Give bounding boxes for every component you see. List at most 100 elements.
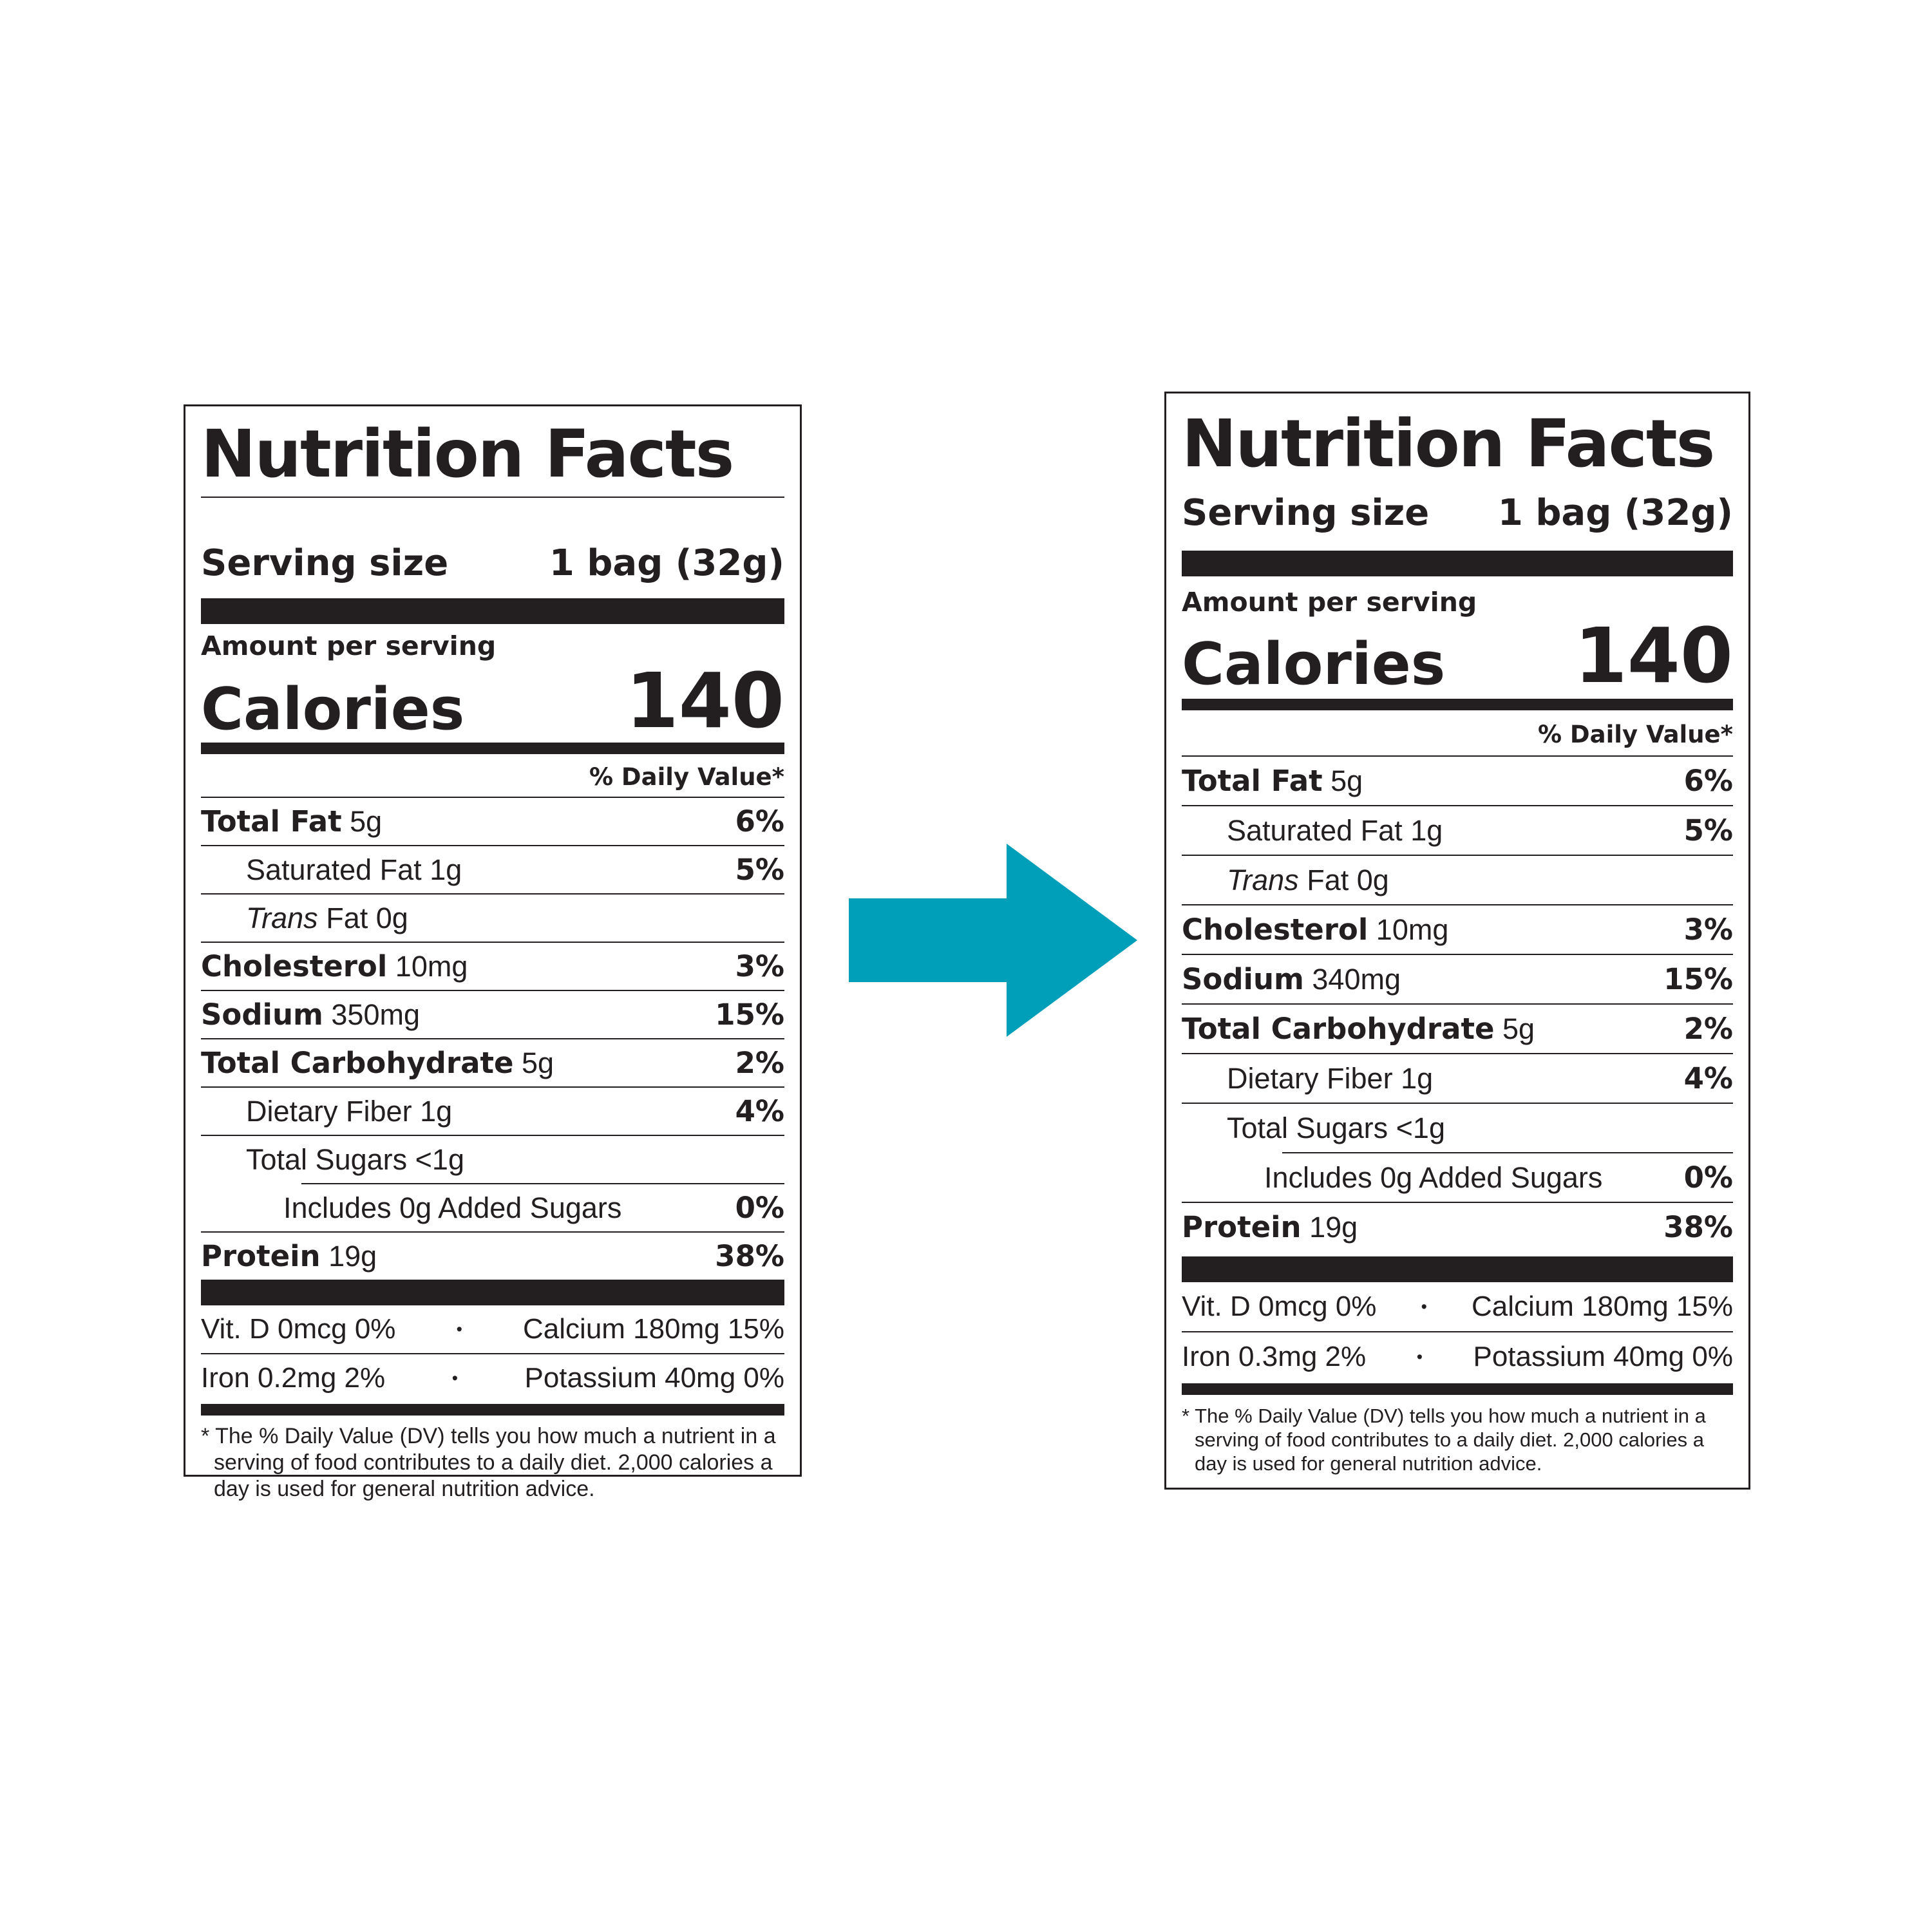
nutrient-name-italic: Trans [1227, 863, 1299, 896]
nutrient-amount: 5g [1502, 1012, 1535, 1045]
nutrient-name: Total Carbohydrate [1182, 1012, 1495, 1046]
vitamin-left: Iron 0.2mg 2% [201, 1362, 386, 1394]
nutrient-row-trans-fat: Trans Fat 0g [1182, 856, 1733, 904]
arrow-shape [849, 844, 1137, 1037]
nutrient-dv: 3% [735, 949, 784, 983]
nutrient-dv: 0% [735, 1191, 784, 1225]
nutrient-amount: 0g [375, 901, 408, 934]
nutrient-row-saturated-fat: Saturated Fat 1g 5% [1182, 806, 1733, 855]
nutrient-name: Sodium [201, 998, 323, 1032]
nutrient-name: Total Carbohydrate [201, 1046, 514, 1080]
nutrient-dv: 2% [1683, 1012, 1733, 1046]
nutrient-row-saturated-fat: Saturated Fat 1g 5% [201, 846, 784, 893]
nutrient-name: Fat [326, 901, 368, 934]
nutrient-name: Dietary Fiber [1227, 1061, 1393, 1095]
nutrient-amount: 0g [1356, 863, 1389, 896]
medium-divider [201, 1404, 784, 1416]
nutrient-name: Fat [1307, 863, 1349, 896]
nutrient-row-total-fat: Total Fat 5g 6% [1182, 757, 1733, 805]
serving-size-label: Serving size [1182, 492, 1430, 534]
nutrient-name: Total Sugars [1227, 1111, 1388, 1144]
bullet: • [456, 1319, 462, 1339]
nutrient-row-dietary-fiber: Dietary Fiber 1g 4% [1182, 1054, 1733, 1103]
nutrient-name: Cholesterol [201, 949, 388, 983]
nutrient-amount: 350mg [331, 998, 420, 1031]
vitamin-right: Potassium 40mg 0% [1473, 1341, 1733, 1372]
nutrient-name: Total Sugars [246, 1142, 408, 1176]
amount-per-serving: Amount per serving [201, 630, 497, 661]
nutrient-row-total-sugars: Total Sugars <1g [201, 1136, 784, 1183]
nutrient-row-added-sugars: Includes 0g Added Sugars 0% [201, 1184, 784, 1231]
nutrient-name: Total Fat [1182, 764, 1323, 798]
vitamin-right: Potassium 40mg 0% [524, 1362, 784, 1394]
nutrient-row-sodium: Sodium 340mg 15% [1182, 955, 1733, 1003]
nutrient-dv: 15% [715, 998, 784, 1032]
nutrient-name: Saturated Fat [246, 853, 422, 886]
bullet: • [451, 1368, 458, 1388]
footnote-text: * The % Daily Value (DV) tells you how m… [201, 1424, 776, 1501]
thick-divider [1182, 1256, 1733, 1282]
calories-label: Calories [201, 676, 465, 743]
amount-per-serving: Amount per serving [1182, 587, 1477, 618]
nutrient-dv: 6% [735, 804, 784, 838]
vitamin-left: Iron 0.3mg 2% [1182, 1341, 1367, 1372]
nutrient-name-italic: Trans [246, 901, 318, 934]
nutrient-dv: 5% [735, 853, 784, 887]
nutrient-row-sodium: Sodium 350mg 15% [201, 991, 784, 1038]
vitamin-right: Calcium 180mg 15% [523, 1313, 784, 1345]
serving-size-row: Serving size 1 bag (32g) [201, 540, 784, 584]
nutrition-label-old: Nutrition Facts Serving size 1 bag (32g)… [184, 404, 802, 1501]
nutrient-name: Includes 0g Added Sugars [283, 1191, 622, 1224]
nutrient-name: Saturated Fat [1227, 813, 1403, 847]
nutrient-row-total-carbohydrate: Total Carbohydrate 5g 2% [1182, 1005, 1733, 1053]
nutrient-row-protein: Protein 19g 38% [201, 1233, 784, 1280]
nutrient-row-cholesterol: Cholesterol 10mg 3% [1182, 905, 1733, 954]
calories-row: Calories 140 [1182, 618, 1733, 694]
nutrient-name: Protein [201, 1239, 321, 1273]
calories-row: Calories 140 [201, 663, 784, 739]
nutrient-amount: 19g [1309, 1211, 1358, 1244]
nutrient-amount: 10mg [1376, 913, 1449, 946]
vitamin-left: Vit. D 0mcg 0% [201, 1313, 396, 1345]
nutrient-amount: 1g [1410, 813, 1443, 847]
thick-divider [201, 1280, 784, 1305]
calories-value: 140 [1574, 611, 1733, 700]
calories-label: Calories [1182, 630, 1446, 698]
nutrient-dv: 38% [1663, 1210, 1733, 1244]
label-title: Nutrition Facts [1182, 406, 1715, 482]
vitamin-row: Iron 0.2mg 2% • Potassium 40mg 0% [201, 1354, 784, 1402]
nutrient-amount: 340mg [1312, 963, 1401, 996]
vitamin-row: Iron 0.3mg 2% • Potassium 40mg 0% [1182, 1332, 1733, 1381]
footnote-text: * The % Daily Value (DV) tells you how m… [1182, 1405, 1706, 1475]
nutrient-amount: 19g [328, 1240, 377, 1273]
nutrient-amount: 1g [430, 853, 462, 886]
medium-divider [201, 743, 784, 754]
nutrient-row-cholesterol: Cholesterol 10mg 3% [201, 943, 784, 990]
nutrient-name: Sodium [1182, 962, 1304, 996]
nutrient-dv: 4% [1683, 1061, 1733, 1095]
nutrient-amount: 5g [350, 805, 383, 838]
nutrient-row-protein: Protein 19g 38% [1182, 1203, 1733, 1251]
calories-value: 140 [625, 656, 784, 745]
thick-divider [201, 598, 784, 624]
medium-divider [1182, 699, 1733, 710]
nutrient-dv: 3% [1683, 913, 1733, 947]
nutrient-dv: 15% [1663, 962, 1733, 996]
footnote: * The % Daily Value (DV) tells you how m… [1182, 1404, 1733, 1476]
nutrient-row-total-sugars: Total Sugars <1g [1182, 1104, 1733, 1152]
nutrient-name: Total Fat [201, 804, 342, 838]
nutrient-row-total-fat: Total Fat 5g 6% [201, 798, 784, 845]
daily-value-header: % Daily Value* [589, 763, 784, 791]
vitamin-left: Vit. D 0mcg 0% [1182, 1291, 1377, 1322]
nutrient-amount: <1g [415, 1142, 464, 1176]
vitamin-row: Vit. D 0mcg 0% • Calcium 180mg 15% [1182, 1282, 1733, 1331]
nutrient-row-total-carbohydrate: Total Carbohydrate 5g 2% [201, 1039, 784, 1086]
nutrient-amount: 10mg [395, 950, 468, 983]
nutrient-name: Dietary Fiber [246, 1094, 412, 1128]
serving-size-value: 1 bag (32g) [1497, 492, 1733, 534]
medium-divider [1182, 1383, 1733, 1395]
vitamin-row: Vit. D 0mcg 0% • Calcium 180mg 15% [201, 1305, 784, 1353]
nutrient-name: Cholesterol [1182, 913, 1368, 947]
label-title: Nutrition Facts [201, 416, 734, 493]
nutrient-dv: 0% [1683, 1160, 1733, 1195]
